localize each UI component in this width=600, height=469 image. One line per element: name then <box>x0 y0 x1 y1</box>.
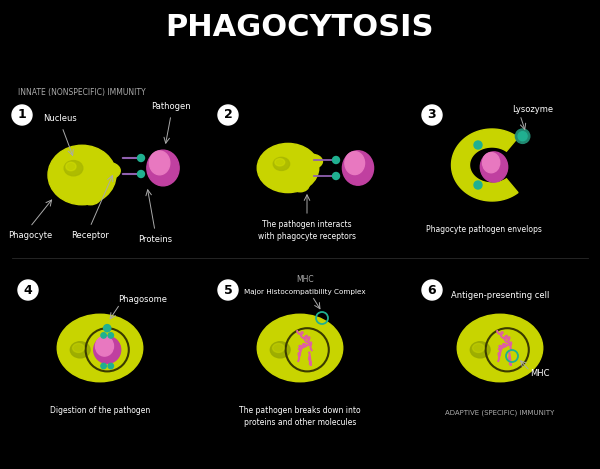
Circle shape <box>218 105 238 125</box>
Ellipse shape <box>275 159 285 166</box>
Circle shape <box>137 154 145 161</box>
Ellipse shape <box>482 152 500 173</box>
Circle shape <box>108 363 113 369</box>
Circle shape <box>18 280 38 300</box>
Ellipse shape <box>94 336 121 363</box>
Text: The pathogen breaks down into
proteins and other molecules: The pathogen breaks down into proteins a… <box>239 406 361 427</box>
Ellipse shape <box>271 342 290 358</box>
Circle shape <box>422 280 442 300</box>
Text: PHAGOCYTOSIS: PHAGOCYTOSIS <box>166 14 434 43</box>
Text: Antigen-presenting cell: Antigen-presenting cell <box>451 292 549 301</box>
Circle shape <box>515 129 530 144</box>
Circle shape <box>518 132 527 141</box>
Ellipse shape <box>345 151 365 174</box>
Ellipse shape <box>95 162 120 179</box>
Text: Phagocyte: Phagocyte <box>8 231 52 240</box>
Ellipse shape <box>80 188 101 205</box>
Text: Phagosome: Phagosome <box>118 295 167 304</box>
Text: Digestion of the pathogen: Digestion of the pathogen <box>50 406 150 415</box>
Circle shape <box>101 333 106 338</box>
Text: 2: 2 <box>224 108 232 121</box>
Ellipse shape <box>481 152 508 182</box>
Circle shape <box>104 325 111 332</box>
Ellipse shape <box>70 342 90 358</box>
Text: Proteins: Proteins <box>138 235 172 244</box>
Circle shape <box>474 141 482 149</box>
Circle shape <box>422 105 442 125</box>
Text: Major Histocompatibility Complex: Major Histocompatibility Complex <box>244 289 366 295</box>
Polygon shape <box>452 129 518 201</box>
Ellipse shape <box>343 151 374 185</box>
Ellipse shape <box>291 177 310 192</box>
Ellipse shape <box>73 343 84 353</box>
Ellipse shape <box>473 343 484 353</box>
Text: 1: 1 <box>17 108 26 121</box>
Text: 5: 5 <box>224 283 232 296</box>
Ellipse shape <box>272 343 284 353</box>
Text: MHC: MHC <box>296 275 314 285</box>
Text: Pathogen: Pathogen <box>151 102 191 111</box>
Ellipse shape <box>273 157 290 170</box>
Circle shape <box>101 363 106 369</box>
Ellipse shape <box>64 160 83 176</box>
Text: ADAPTIVE (SPECIFIC) IMMUNITY: ADAPTIVE (SPECIFIC) IMMUNITY <box>445 410 554 416</box>
Ellipse shape <box>48 145 116 205</box>
Ellipse shape <box>95 336 113 356</box>
Circle shape <box>332 157 340 164</box>
Text: 6: 6 <box>428 283 436 296</box>
Text: Lysozyme: Lysozyme <box>512 106 553 114</box>
Ellipse shape <box>299 154 322 169</box>
Ellipse shape <box>66 162 76 171</box>
Text: 3: 3 <box>428 108 436 121</box>
Text: MHC: MHC <box>530 369 550 378</box>
Circle shape <box>332 173 340 180</box>
Circle shape <box>218 280 238 300</box>
Text: Receptor: Receptor <box>71 231 109 240</box>
Ellipse shape <box>257 144 319 193</box>
Ellipse shape <box>149 151 170 175</box>
Text: The pathogen interacts
with phagocyte receptors: The pathogen interacts with phagocyte re… <box>258 220 356 241</box>
Ellipse shape <box>457 314 543 382</box>
Text: Nucleus: Nucleus <box>43 114 77 123</box>
Circle shape <box>12 105 32 125</box>
Circle shape <box>474 181 482 189</box>
Text: Phagocyte pathogen envelops: Phagocyte pathogen envelops <box>426 225 542 234</box>
Ellipse shape <box>470 342 490 358</box>
Ellipse shape <box>57 314 143 382</box>
Ellipse shape <box>257 314 343 382</box>
Ellipse shape <box>147 150 179 186</box>
Text: 4: 4 <box>23 283 32 296</box>
Circle shape <box>137 171 145 177</box>
Circle shape <box>108 333 113 338</box>
Text: INNATE (NONSPECIFIC) IMMUNITY: INNATE (NONSPECIFIC) IMMUNITY <box>18 88 146 97</box>
